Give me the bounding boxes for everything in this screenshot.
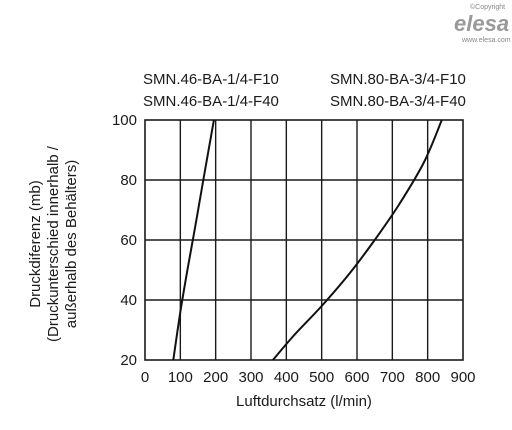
- elesa-watermark: ©Copyright elesa www.elesa.com: [454, 3, 511, 44]
- y-tick-labels: 20 40 60 80 100: [112, 112, 137, 369]
- x-axis-label: Luftdurchsatz (l/min): [236, 393, 372, 410]
- curves: [172, 119, 443, 361]
- y-tick-label: 20: [120, 352, 137, 369]
- x-tick-label: 600: [344, 369, 369, 386]
- watermark-url: www.elesa.com: [461, 37, 511, 44]
- x-tick-label: 0: [141, 369, 149, 386]
- x-tick-label: 100: [168, 369, 193, 386]
- y-axis-label: Druckdiferenz (mb) (Druckunterschied inne…: [27, 145, 80, 342]
- x-tick-label: 700: [380, 369, 405, 386]
- series-curve-1: [172, 119, 215, 361]
- x-tick-label: 300: [238, 369, 263, 386]
- watermark-copyright: ©Copyright: [470, 3, 505, 11]
- gridlines: [145, 120, 463, 360]
- x-tick-label: 400: [274, 369, 299, 386]
- series-label: SMN.80-BA-3/4-F10: [330, 71, 466, 88]
- y-axis-label-line: (Druckunterschied innerhalb /: [45, 145, 62, 342]
- plot-frame: [144, 119, 464, 361]
- watermark-brand-logo: elesa: [454, 11, 509, 36]
- x-tick-labels: 0 100 200 300 400 500 600 700 800 900: [141, 369, 476, 386]
- y-tick-label: 100: [112, 112, 137, 129]
- y-axis-label-line: Druckdiferenz (mb): [27, 180, 44, 308]
- x-tick-label: 800: [415, 369, 440, 386]
- y-tick-label: 60: [120, 232, 137, 249]
- x-tick-label: 500: [309, 369, 334, 386]
- series-labels: SMN.46-BA-1/4-F10 SMN.46-BA-1/4-F40 SMN.80…: [143, 71, 466, 110]
- series-curve-2: [272, 119, 443, 361]
- x-tick-label: 900: [450, 369, 475, 386]
- y-tick-label: 80: [120, 172, 137, 189]
- series-label: SMN.80-BA-3/4-F40: [330, 93, 466, 110]
- x-tick-label: 200: [203, 369, 228, 386]
- series-label: SMN.46-BA-1/4-F40: [143, 93, 279, 110]
- y-tick-label: 40: [120, 292, 137, 309]
- series-label: SMN.46-BA-1/4-F10: [143, 71, 279, 88]
- y-axis-label-line: außerhalb des Behälters): [63, 160, 80, 328]
